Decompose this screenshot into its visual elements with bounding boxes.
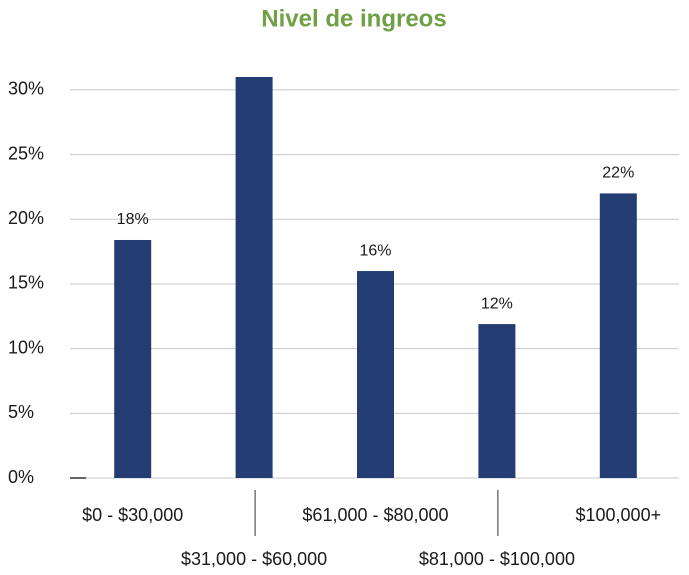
x-tick-label: $0 - $30,000 (82, 505, 183, 525)
x-tick-label: $100,000+ (576, 505, 662, 525)
value-label: 12% (481, 295, 513, 312)
bar (599, 193, 637, 478)
y-tick-label: 5% (8, 402, 34, 422)
value-label: 22% (602, 165, 634, 182)
x-tick-label: $61,000 - $80,000 (302, 505, 448, 525)
x-tick-label: $31,000 - $60,000 (181, 549, 327, 569)
y-tick-label: 30% (8, 79, 44, 99)
value-label: 16% (359, 242, 391, 259)
y-tick-label: 25% (8, 143, 44, 163)
y-tick-label: 20% (8, 208, 44, 228)
x-tick-label: $81,000 - $100,000 (419, 549, 575, 569)
bar (114, 239, 152, 478)
y-tick-label: 10% (8, 337, 44, 357)
bar (357, 271, 394, 478)
chart-title: Nivel de ingreos (261, 5, 446, 32)
value-label: 18% (117, 211, 149, 228)
bar (235, 77, 273, 478)
y-tick-label: 15% (8, 273, 44, 293)
bar (478, 324, 516, 478)
y-tick-label: 0% (8, 467, 34, 487)
